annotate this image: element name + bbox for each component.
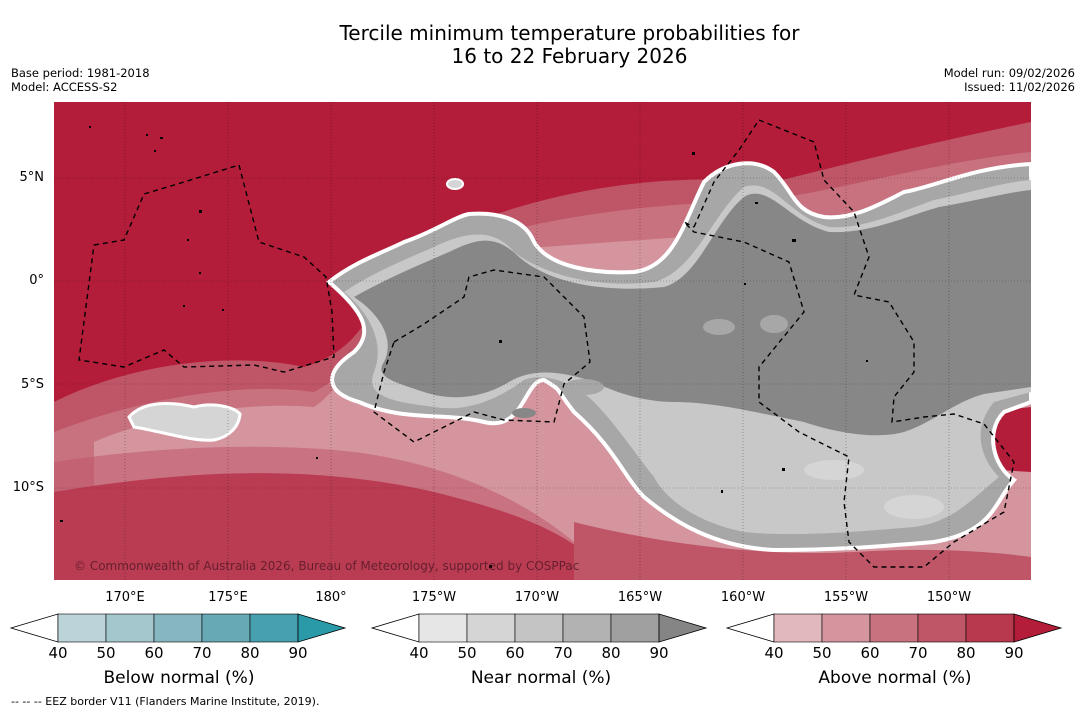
colorbar-tick-label: 90 [649,644,668,662]
near-normal-north-dot [446,178,464,190]
lat-label-0: 0° [29,273,44,288]
near-normal-west-patch [127,402,242,442]
colorbar-segment [869,613,919,643]
colorbar-tick-label: 50 [812,644,831,662]
near-normal-patch [564,379,604,395]
colorbar-segment [201,613,251,643]
colorbar-extension-low [10,613,59,643]
lon-label-175e: 175°E [208,590,248,605]
near-normal-patch [512,408,536,418]
colorbar-segment [249,613,299,643]
near-normal-patch [804,460,864,480]
colorbar-tick-label: 60 [144,644,163,662]
colorbar-segment [418,613,468,643]
colorbar-segment [821,613,871,643]
above-normal-south-band [54,446,594,580]
colorbar-segment [965,613,1015,643]
probability-map: © Commonwealth of Australia 2026, Bureau… [54,102,1031,580]
colorbar-segment [917,613,967,643]
colorbar-extension-high [658,613,708,643]
near-normal-core [354,190,1031,436]
colorbar-below-title: Below normal (%) [103,668,255,688]
colorbar-tick-label: 80 [601,644,620,662]
copyright-text: © Commonwealth of Australia 2026, Bureau… [74,559,579,573]
model-run: Model run: 09/02/2026 [943,66,1075,80]
colorbar-tick-label: 40 [764,644,783,662]
colorbar-above: 40 50 60 70 80 90 [726,613,1063,662]
model-name: Model: ACCESS-S2 [11,80,118,94]
graticule [54,102,1031,580]
colorbar-tick-label: 70 [553,644,572,662]
colorbar-segment [153,613,203,643]
colorbar-tick-label: 60 [505,644,524,662]
lon-label-180: 180° [315,590,347,605]
lat-label-5n: 5°N [19,170,45,185]
colorbar-tick-label: 50 [457,644,476,662]
colorbar-tick-label: 50 [96,644,115,662]
colorbar-tick-label: 60 [860,644,879,662]
colorbar-extension-low [726,613,775,643]
lon-label-175w: 175°W [411,590,457,605]
colorbar-tick-label: 70 [908,644,927,662]
colorbar-tick-label: 70 [192,644,211,662]
colorbar-tick-label: 90 [1004,644,1023,662]
eez-footnote: -- -- -- EEZ border V11 (Flanders Marine… [11,695,320,708]
colorbar-near: 40 50 60 70 80 90 [371,613,708,662]
base-period: Base period: 1981-2018 [11,66,150,80]
colorbar-near-title: Near normal (%) [470,668,612,688]
colorbar-extension-high [1013,613,1063,643]
above-normal-southeast [574,522,1031,580]
meta-left: Base period: 1981-2018 Model: ACCESS-S2 [11,66,150,94]
title-line-1: Tercile minimum temperature probabilitie… [339,21,800,45]
lat-label-10s: 10°S [12,480,44,495]
colorbar-extension-high [297,613,347,643]
colorbar-segment [105,613,155,643]
colorbar-tick-label: 80 [240,644,259,662]
meta-right: Model run: 09/02/2026 Issued: 11/02/2026 [944,66,1075,94]
colorbar-extension-low [371,613,420,643]
colorbar-below: 40 50 60 70 80 90 [10,613,347,662]
colorbar-segment [514,613,564,643]
colorbar-tick-label: 40 [409,644,428,662]
lon-label-170e: 170°E [105,590,145,605]
colorbar-tick-label: 90 [288,644,307,662]
near-normal-patch [884,495,944,519]
lon-label-160w: 160°W [720,590,766,605]
colorbar-segment [610,613,660,643]
near-normal-patch [703,319,735,335]
colorbar-segment [466,613,516,643]
title-line-2: 16 to 22 February 2026 [451,44,688,68]
colorbar-segment [773,613,823,643]
colorbar-tick-label: 40 [48,644,67,662]
eez-borders [78,119,1015,568]
lon-label-150w: 150°W [926,590,972,605]
colorbar-segment [57,613,107,643]
lon-label-155w: 155°W [823,590,869,605]
colorbar-above-title: Above normal (%) [818,668,972,688]
issued-date: Issued: 11/02/2026 [964,80,1075,94]
near-normal-patch [760,315,788,333]
colorbar-tick-label: 80 [956,644,975,662]
lat-label-5s: 5°S [20,377,44,392]
colorbar-segment [562,613,612,643]
islands [60,126,868,568]
lon-label-170w: 170°W [514,590,560,605]
lon-label-165w: 165°W [617,590,663,605]
map-title: Tercile minimum temperature probabilitie… [0,22,1085,68]
